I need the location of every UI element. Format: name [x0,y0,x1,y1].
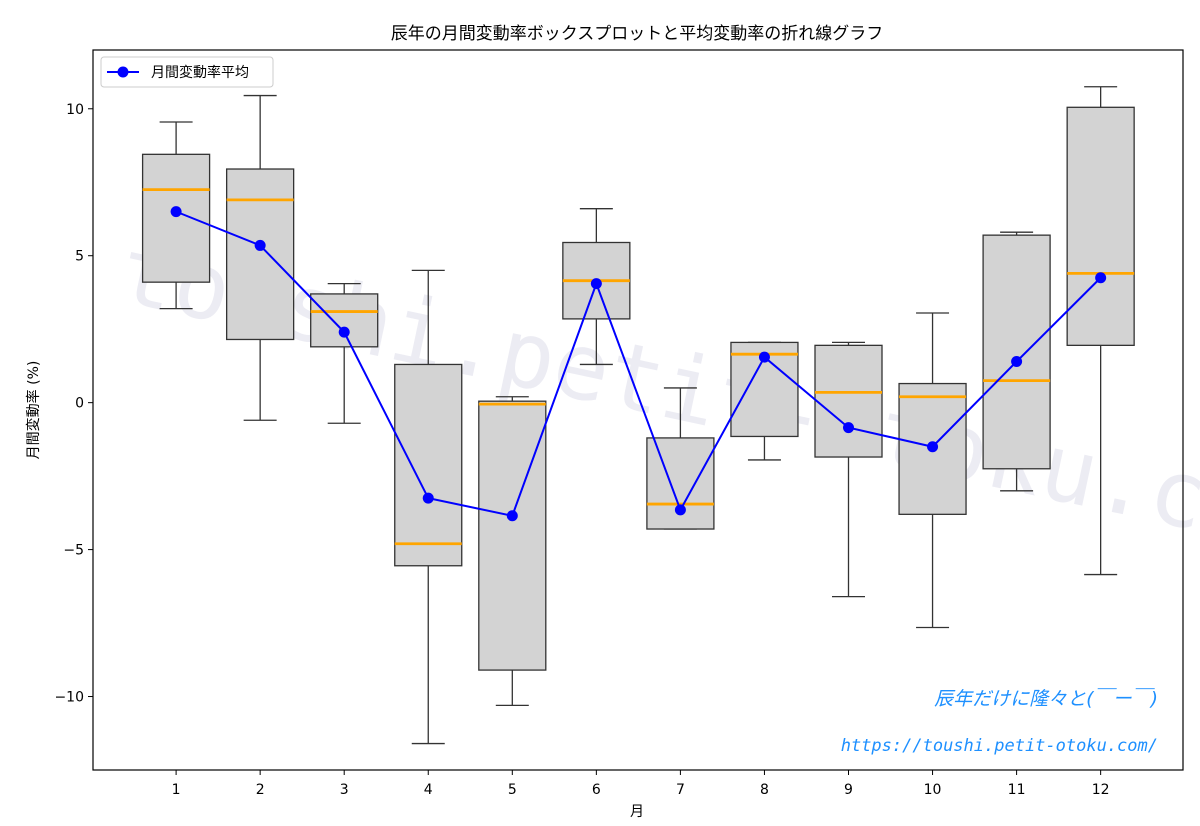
box-month-1 [141,121,211,310]
box-iqr [225,168,295,341]
box-month-10 [898,312,967,629]
y-axis-label: 月間変動率 (%) [25,361,42,460]
x-tick-label: 2 [256,782,265,798]
legend-marker-swatch [117,66,129,78]
box-month-2 [225,94,295,421]
x-tick-label: 9 [844,782,853,798]
mean-marker-month-11 [1011,356,1023,368]
y-tick-label: −5 [63,543,84,559]
x-tick-label: 1 [172,782,181,798]
mean-marker-month-3 [338,326,350,338]
legend-label: 月間変動率平均 [151,64,249,81]
mean-marker-month-4 [422,492,434,504]
box-iqr [814,344,883,458]
mean-marker-month-10 [927,441,939,453]
box-iqr [394,363,463,567]
y-tick-label: 0 [75,396,84,412]
box-iqr [141,153,211,283]
x-tick-label: 8 [760,782,769,798]
plot-frame [92,49,1184,771]
watermark-url: https://toushi.petit-otoku.com/ [841,736,1158,756]
legend: 月間変動率平均 [100,56,274,88]
mean-marker-month-5 [506,510,518,522]
legend-frame [100,56,274,88]
mean-line [175,210,1102,517]
x-tick-label: 12 [1092,782,1110,798]
box-month-12 [1066,86,1135,576]
box-month-11 [982,231,1051,492]
mean-marker-month-2 [254,239,266,251]
mean-marker-month-8 [758,351,770,363]
x-tick-label: 11 [1008,782,1026,798]
mean-marker-month-6 [590,278,602,290]
y-tick-label: 10 [66,102,84,118]
x-tick-label: 10 [924,782,942,798]
box-month-3 [310,282,379,424]
box-month-5 [478,396,547,706]
mean-marker-month-12 [1095,272,1107,284]
box-iqr [1066,106,1135,346]
mean-marker-month-7 [674,504,686,516]
box-iqr [310,293,379,348]
y-tick-label: 5 [75,249,84,265]
x-tick-label: 7 [676,782,685,798]
box-iqr [982,234,1051,470]
x-tick-label: 5 [508,782,517,798]
x-tick-label: 4 [424,782,433,798]
box-iqr [478,400,547,671]
mean-marker-month-9 [843,422,854,434]
watermark-signature: 辰年だけに隆々と(￣ー￣) [934,688,1158,710]
y-tick-label: −10 [54,690,84,706]
box-month-4 [394,269,463,745]
mean-marker-month-1 [170,206,182,218]
box-month-9 [814,341,883,598]
chart-title: 辰年の月間変動率ボックスプロットと平均変動率の折れ線グラフ [391,24,884,44]
x-tick-label: 6 [592,782,601,798]
box-month-7 [646,387,715,530]
x-axis-label: 月 [630,804,644,820]
x-tick-label: 3 [340,782,349,798]
